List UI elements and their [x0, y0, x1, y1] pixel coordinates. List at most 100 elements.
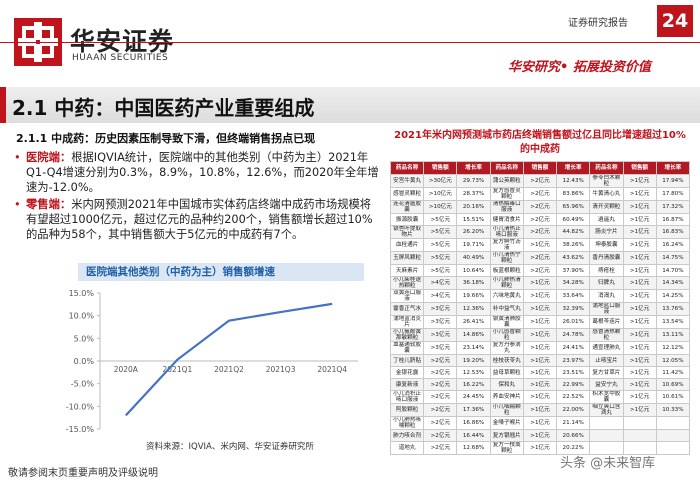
table-cell: >2亿元: [522, 251, 558, 265]
table-row: 小儿柴桂退热颗粒 >4亿元 36.18% 小儿肺热清颗粒 >1亿元 34.28% 归脾丸 >1…: [389, 276, 691, 290]
table-cell: 小儿清热宁颗粒: [489, 251, 524, 265]
table-cell: 蒲公英颗粒: [489, 174, 524, 188]
table-cell: 29.73%: [456, 174, 491, 188]
table-cell: >3亿元: [423, 315, 458, 329]
table-row: 双黄连口服液 >4亿元 19.66% 六味地黄丸 >1亿元 33.64% 消渴丸 >1亿元 14…: [389, 289, 691, 303]
table-cell: 20.22%: [556, 441, 591, 455]
table-cell: 玉屏风颗粒: [389, 251, 425, 265]
table-cell: >1亿元: [622, 302, 657, 316]
table-cell: 16.86%: [456, 416, 491, 430]
table-row: 振源胶囊 >5亿元 15.51% 健胃消食片 >2亿元 60.49% 逍遥丸 >1亿元 16.8…: [389, 213, 691, 226]
table-cell: 12.43%: [556, 174, 591, 188]
table-cell: >1亿元: [522, 354, 558, 367]
table-cell: 10.69%: [655, 378, 691, 391]
table-cell: 天麻素片: [389, 264, 425, 277]
table-cell: 13.54%: [655, 315, 691, 329]
table-cell: 23.97%: [556, 354, 591, 367]
footer: 敬请参阅末页重要声明及评级说明: [8, 468, 158, 479]
table-cell: 22.99%: [556, 378, 591, 391]
table-cell: >1亿元: [622, 289, 657, 303]
source: 资料来源：IQVIA、米内网、华安证券研究所: [146, 442, 314, 452]
table-cell: >1亿元: [622, 225, 657, 239]
watermark: 头条 @未来智库: [560, 456, 656, 471]
table-cell: 11.42%: [655, 366, 691, 379]
chart-title: 医院端其他类别（中药为主）销售额增速: [78, 263, 364, 281]
table-cell: 37.90%: [556, 264, 591, 277]
y-tick-label: 0.0%: [74, 357, 95, 366]
table-cell: 复方鲜竹沥液: [489, 238, 524, 252]
table-row: 丁桂儿脐贴 >2亿元 19.20% 桂枝茯苓丸 >1亿元 23.97% 止咳宝片 >1亿元 12…: [389, 354, 691, 367]
table-cell: 12.36%: [456, 302, 491, 316]
table-cell: 小儿肺热清颗粒: [489, 276, 524, 290]
table-cell: 12.05%: [655, 354, 691, 367]
table-cell: 15.51%: [456, 213, 491, 226]
column-header: 药品名称: [389, 161, 425, 175]
table-cell: >2亿元: [522, 225, 558, 239]
table-cell: 26.20%: [456, 225, 491, 239]
table-cell: [589, 416, 624, 430]
table-cell: 归脾丸: [589, 276, 624, 290]
table-row: 天麻素片 >5亿元 10.64% 板蓝根颗粒 >2亿元 37.90% 痔疮栓 >1亿元 14.7…: [389, 264, 691, 277]
table-cell: 14.70%: [655, 264, 691, 277]
table-row: 小儿肺热咳喘颗粒 >2亿元 16.86% 金嗓子喉片 >1亿元 21.14%: [389, 416, 691, 430]
table-cell: >1亿元: [622, 276, 657, 290]
y-tick-label: -10.0%: [66, 402, 95, 411]
table-cell: >1亿元: [522, 416, 558, 430]
table-cell: 金银花露: [389, 366, 425, 379]
column-header: 增长率: [456, 161, 491, 175]
table-cell: 38.26%: [556, 238, 591, 252]
table-cell: 复方一枝蒿颗粒: [489, 441, 524, 455]
table-cell: 藿香正气水: [389, 302, 425, 316]
table-cell: 血栓通片: [389, 238, 425, 252]
table-cell: >1亿元: [622, 403, 657, 417]
table-cell: 复方感冒灵颗粒: [489, 187, 524, 201]
table-cell: 40.49%: [456, 251, 491, 265]
table-cell: >1亿元: [622, 174, 657, 188]
table-row: 安宫牛黄丸 >30亿元 29.73% 蒲公英颗粒 >2亿元 12.43% 参苓白术颗粒 >1亿…: [389, 174, 691, 188]
table-cell: >2亿元: [522, 264, 558, 277]
brand-cn: 华安证券: [70, 27, 175, 56]
brand-en: HUAAN SECURITIES: [72, 53, 169, 63]
table-cell: 复方甘草片: [589, 366, 624, 379]
table-cell: >2亿元: [522, 187, 558, 201]
table-row: 道地丸 >2亿元 12.68% 复方一枝蒿颗粒 >1亿元 20.22%: [389, 441, 691, 455]
y-tick-label: 15.0%: [69, 289, 95, 298]
table-cell: 32.39%: [556, 302, 591, 316]
table-cell: >4亿元: [423, 276, 458, 290]
y-tick-label: -5.0%: [71, 380, 95, 389]
table-cell: 13.76%: [655, 302, 691, 316]
table-row: 血塞通软胶囊 >3亿元 23.14% 复方丹参滴丸 >1亿元 24.41% 通宣理肺丸 >1亿…: [389, 341, 691, 355]
table-cell: 蒲地蓝消炎片: [389, 315, 425, 329]
table-cell: 振源胶囊: [389, 213, 425, 226]
table-cell: 小儿肺热咳喘颗粒: [389, 416, 425, 430]
table-cell: 小儿清热止咳口服液: [489, 225, 524, 239]
x-tick-label: 2020A: [114, 365, 139, 374]
table-cell: 六味地黄丸: [489, 289, 524, 303]
table-cell: 连花清瘟胶囊: [389, 200, 425, 214]
table-cell: >1亿元: [522, 328, 558, 342]
table-cell: 小儿柴桂退热颗粒: [389, 276, 425, 290]
table-cell: 感冒清热颗粒: [589, 328, 624, 342]
table-cell: >1亿元: [622, 238, 657, 252]
table-cell: 14.34%: [655, 276, 691, 290]
table-cell: 65.96%: [556, 200, 591, 214]
table-cell: 23.14%: [456, 341, 491, 355]
table-row: 阿胶颗粒 >2亿元 17.36% 小儿咽扁颗粒 >1亿元 22.00% 咽立爽口含滴丸 >1亿…: [389, 403, 691, 417]
table-row: 藿香正气水 >3亿元 12.36% 补中益气丸 >1亿元 32.39% 蒲地蓝口服液 >1亿元…: [389, 302, 691, 316]
table-cell: >1亿元: [522, 276, 558, 290]
x-tick-label: 2021Q4: [317, 365, 347, 374]
x-tick-label: 2021Q2: [214, 365, 244, 374]
table-cell: 金嗓子喉片: [489, 416, 524, 430]
bullet-text: 根据IQVIA统计，医院端中的其他类别（中药为主）2021年Q1-Q4增速分别为…: [26, 151, 379, 194]
table-cell: 银黄清肺胶囊: [489, 315, 524, 329]
table-cell: >2亿元: [423, 441, 458, 455]
column-header: 增长率: [556, 161, 591, 175]
data-line: [124, 302, 333, 417]
table-cell: 清热解毒口服液: [489, 200, 524, 214]
table-cell: 10.33%: [655, 403, 691, 417]
table-cell: 22.00%: [556, 403, 591, 417]
page-number: 24: [657, 5, 693, 37]
section-bar: [0, 87, 6, 123]
table-cell: 坤泰胶囊: [589, 238, 624, 252]
table-cell: 养血安神片: [489, 390, 524, 404]
